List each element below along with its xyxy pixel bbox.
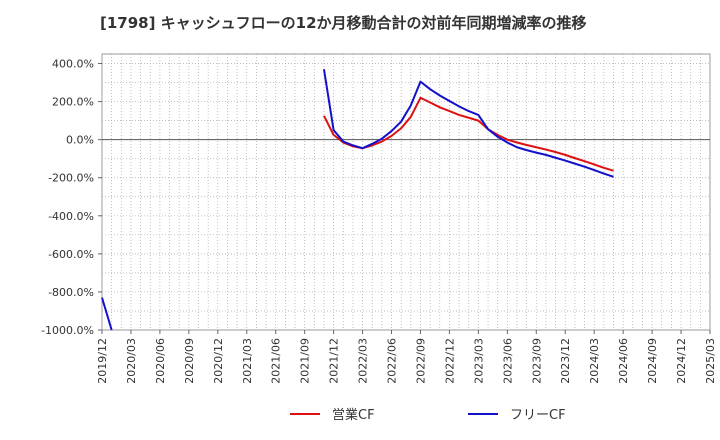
x-tick-label: 2022/09 [414, 338, 427, 384]
x-tick-label: 2021/06 [270, 338, 283, 384]
x-tick-label: 2020/12 [212, 338, 225, 384]
x-tick-label: 2025/03 [704, 338, 717, 384]
axis-layer: 400.0% 200.0% 0.0% -200.0% -400.0% -600.0% -80… [41, 58, 717, 384]
x-tick-label: 2023/06 [501, 338, 514, 384]
y-tick-label: -200.0% [48, 172, 94, 185]
x-tick-label: 2022/06 [386, 338, 399, 384]
x-tick-label: 2024/06 [617, 338, 630, 384]
y-tick-label: -600.0% [48, 248, 94, 261]
x-tick-label: 2024/12 [675, 338, 688, 384]
x-tick-label: 2023/03 [472, 338, 485, 384]
y-tick-label: -800.0% [48, 286, 94, 299]
x-tick-label: 2022/12 [443, 338, 456, 384]
series-line-free-cf [101, 297, 113, 331]
y-tick-label: -1000.0% [41, 324, 94, 337]
x-tick-label: 2021/09 [299, 338, 312, 384]
series-line-operating-cf [323, 96, 614, 172]
x-tick-label: 2019/12 [96, 338, 109, 384]
x-tick-label: 2021/12 [328, 338, 341, 384]
y-tick-label: -400.0% [48, 210, 94, 223]
chart-title: [1798] キャッシュフローの12か月移動合計の対前年同期増減率の推移 [100, 14, 587, 32]
legend: 営業CF フリーCF [290, 407, 566, 423]
legend-label: フリーCF [510, 408, 566, 423]
series-line-free-cf [322, 69, 614, 178]
y-tick-label: 0.0% [66, 134, 94, 147]
x-tick-label: 2024/09 [646, 338, 659, 384]
x-tick-label: 2020/03 [125, 338, 138, 384]
series-layer [101, 69, 614, 331]
x-tick-label: 2020/09 [183, 338, 196, 384]
y-tick-label: 400.0% [52, 58, 94, 71]
x-tick-label: 2021/03 [241, 338, 254, 384]
y-tick-label: 200.0% [52, 96, 94, 109]
grid-layer [101, 54, 711, 330]
plot-area [101, 53, 711, 331]
x-tick-label: 2024/03 [588, 338, 601, 384]
x-tick-label: 2020/06 [154, 338, 167, 384]
x-tick-label: 2023/12 [559, 338, 572, 384]
x-tick-label: 2023/09 [530, 338, 543, 384]
x-tick-label: 2022/03 [357, 338, 370, 384]
legend-label: 営業CF [332, 407, 375, 423]
